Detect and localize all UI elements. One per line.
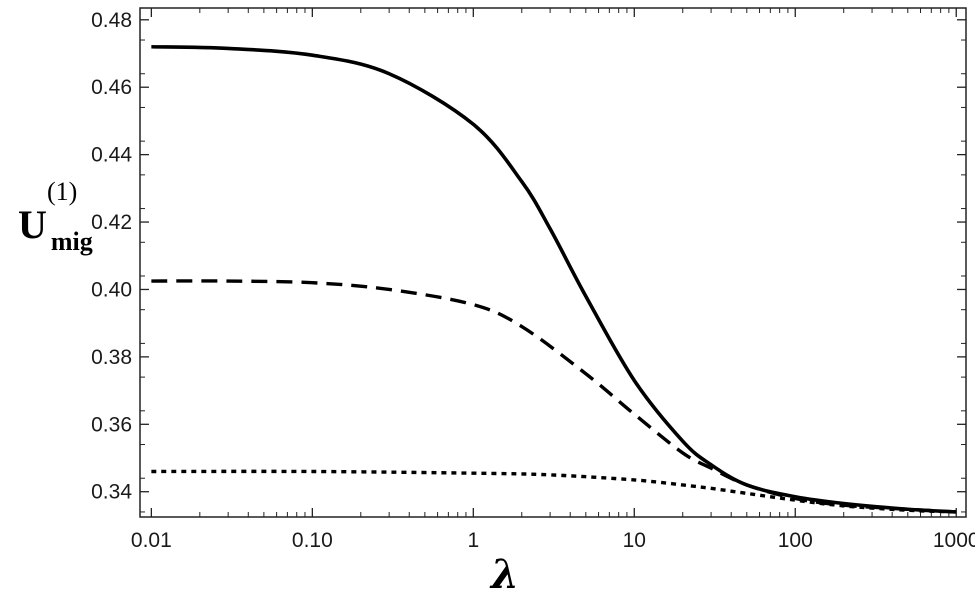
plot-frame xyxy=(139,7,967,518)
x-axis-label: λ xyxy=(489,551,519,593)
series-line-dashed xyxy=(151,279,957,514)
y-tick-label: 0.44 xyxy=(91,144,132,167)
series-line-dotted xyxy=(151,469,957,514)
x-tick-label: 1000 xyxy=(933,529,975,552)
x-tick-label: 0.01 xyxy=(131,529,172,552)
x-tick-label: 1 xyxy=(467,529,479,552)
y-tick-label: 0.48 xyxy=(91,9,132,32)
y-tick-label: 0.36 xyxy=(91,413,132,436)
x-tick-label: 10 xyxy=(623,529,646,552)
x-tick-label: 100 xyxy=(778,529,813,552)
y-axis-ticks: 0.34 0.36 0.38 0.40 0.42 0.44 0.46 0.48 xyxy=(91,9,966,513)
series-lines xyxy=(151,44,957,514)
series-line-solid xyxy=(151,44,957,514)
y-axis-label: U mig (1) xyxy=(18,177,97,256)
x-tick-label: 0.10 xyxy=(292,529,333,552)
y-axis-label-sup: (1) xyxy=(47,177,77,206)
x-axis-ticks: 0.01 0.10 1 10 100 1000 xyxy=(131,8,975,552)
y-tick-label: 0.34 xyxy=(91,481,132,504)
y-tick-label: 0.38 xyxy=(91,346,132,369)
y-axis-label-main: U xyxy=(18,202,47,247)
y-axis-label-sub: mig xyxy=(51,227,93,256)
y-tick-label: 0.46 xyxy=(91,76,132,99)
y-tick-label: 0.40 xyxy=(91,278,132,301)
y-tick-label: 0.42 xyxy=(91,211,132,234)
